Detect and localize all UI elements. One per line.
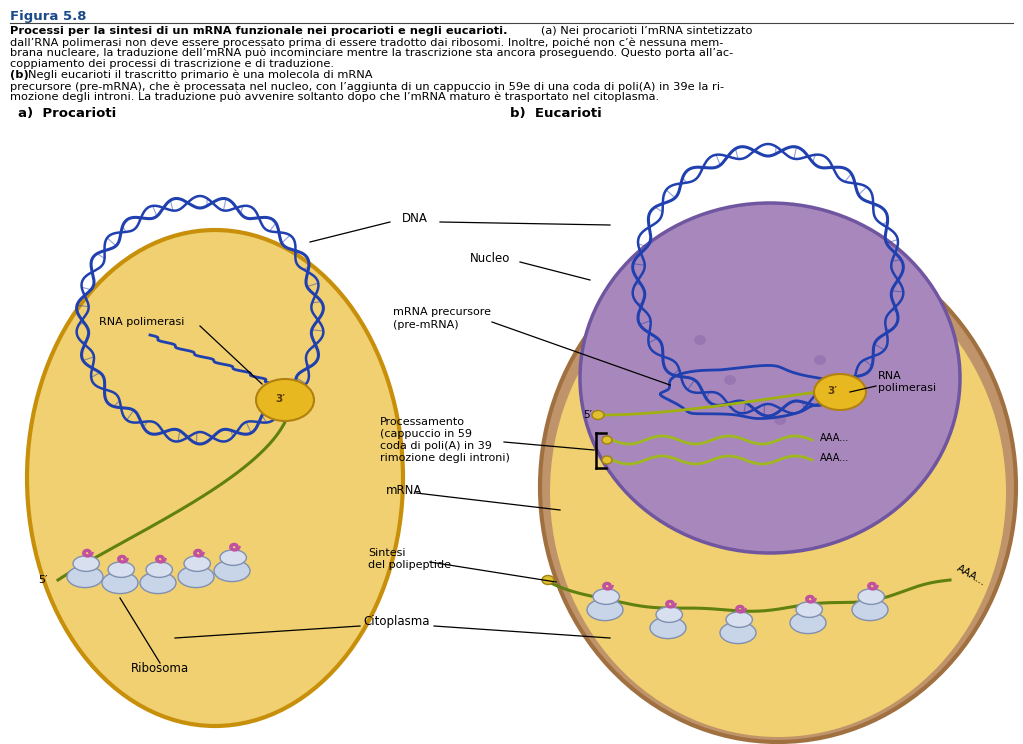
- Text: DNA: DNA: [402, 211, 428, 225]
- Ellipse shape: [27, 230, 403, 726]
- Text: (pre-mRNA): (pre-mRNA): [393, 320, 458, 330]
- Ellipse shape: [108, 562, 134, 577]
- Ellipse shape: [73, 556, 99, 571]
- Ellipse shape: [602, 436, 612, 444]
- Text: Figura 5.8: Figura 5.8: [10, 10, 87, 23]
- Text: Processamento: Processamento: [380, 417, 465, 427]
- Ellipse shape: [580, 203, 960, 553]
- Text: Nucleo: Nucleo: [470, 251, 510, 265]
- Text: b)  Eucarioti: b) Eucarioti: [510, 107, 602, 120]
- Ellipse shape: [178, 566, 214, 588]
- Text: mRNA: mRNA: [386, 484, 422, 496]
- Ellipse shape: [724, 375, 736, 385]
- Ellipse shape: [790, 612, 826, 634]
- Text: AAA...: AAA...: [820, 433, 849, 443]
- Text: mozione degli introni. La traduzione può avvenire soltanto dopo che l’mRNA matur: mozione degli introni. La traduzione può…: [10, 92, 659, 103]
- Ellipse shape: [214, 560, 250, 582]
- Text: 3′: 3′: [827, 386, 837, 396]
- Ellipse shape: [814, 355, 826, 365]
- Text: del polipeptide: del polipeptide: [368, 560, 451, 570]
- Text: mRNA precursore: mRNA precursore: [393, 307, 491, 317]
- Text: coda di poli(A) in 39: coda di poli(A) in 39: [380, 441, 492, 451]
- Text: Citoplasma: Citoplasma: [364, 615, 431, 629]
- Ellipse shape: [256, 379, 314, 421]
- Text: brana nucleare, la traduzione dell’mRNA può incominciare mentre la trascrizione : brana nucleare, la traduzione dell’mRNA …: [10, 48, 733, 59]
- Ellipse shape: [146, 562, 173, 577]
- Text: a)  Procarioti: a) Procarioti: [18, 107, 117, 120]
- Text: RNA: RNA: [878, 371, 901, 381]
- Ellipse shape: [587, 599, 623, 620]
- Ellipse shape: [858, 589, 885, 604]
- Ellipse shape: [220, 550, 247, 565]
- Text: rimozione degli introni): rimozione degli introni): [380, 453, 509, 463]
- Text: (a) Nei procarioti l’mRNA sintetizzato: (a) Nei procarioti l’mRNA sintetizzato: [530, 26, 753, 36]
- Text: coppiamento dei processi di trascrizione e di traduzione.: coppiamento dei processi di trascrizione…: [10, 59, 333, 69]
- Text: (cappuccio in 59: (cappuccio in 59: [380, 429, 472, 439]
- Ellipse shape: [540, 232, 1016, 742]
- Text: 5′: 5′: [39, 575, 48, 585]
- Text: AAA...: AAA...: [955, 562, 987, 587]
- Ellipse shape: [140, 572, 176, 594]
- Text: precursore (pre-mRNA), che è processata nel nucleo, con l’aggiunta di un cappucc: precursore (pre-mRNA), che è processata …: [10, 81, 724, 92]
- Text: 5′: 5′: [583, 410, 592, 420]
- Ellipse shape: [726, 612, 752, 627]
- Text: Processi per la sintesi di un mRNA funzionale nei procarioti e negli eucarioti.: Processi per la sintesi di un mRNA funzi…: [10, 26, 507, 36]
- Ellipse shape: [694, 335, 706, 345]
- Ellipse shape: [814, 374, 866, 410]
- Text: Ribosoma: Ribosoma: [131, 661, 189, 675]
- Ellipse shape: [774, 415, 786, 425]
- Ellipse shape: [852, 599, 888, 620]
- Text: Sintesi: Sintesi: [368, 548, 405, 558]
- Ellipse shape: [656, 607, 682, 623]
- Text: dall’RNA polimerasi non deve essere processato prima di essere tradotto dai ribo: dall’RNA polimerasi non deve essere proc…: [10, 37, 723, 48]
- Text: polimerasi: polimerasi: [878, 383, 936, 393]
- Ellipse shape: [102, 572, 138, 594]
- Ellipse shape: [650, 617, 686, 638]
- Ellipse shape: [592, 411, 604, 420]
- Ellipse shape: [593, 589, 619, 604]
- Text: (b): (b): [10, 70, 29, 80]
- Ellipse shape: [796, 602, 822, 618]
- Ellipse shape: [720, 622, 756, 644]
- Ellipse shape: [66, 566, 103, 588]
- Text: RNA polimerasi: RNA polimerasi: [99, 317, 185, 327]
- Ellipse shape: [184, 556, 211, 571]
- Text: AAA...: AAA...: [820, 453, 849, 463]
- Ellipse shape: [542, 576, 554, 585]
- Text: 3′: 3′: [275, 394, 285, 404]
- Ellipse shape: [602, 456, 612, 464]
- Ellipse shape: [550, 247, 1006, 737]
- Text: Negli eucarioti il trascritto primario è una molecola di mRNA: Negli eucarioti il trascritto primario è…: [28, 70, 372, 80]
